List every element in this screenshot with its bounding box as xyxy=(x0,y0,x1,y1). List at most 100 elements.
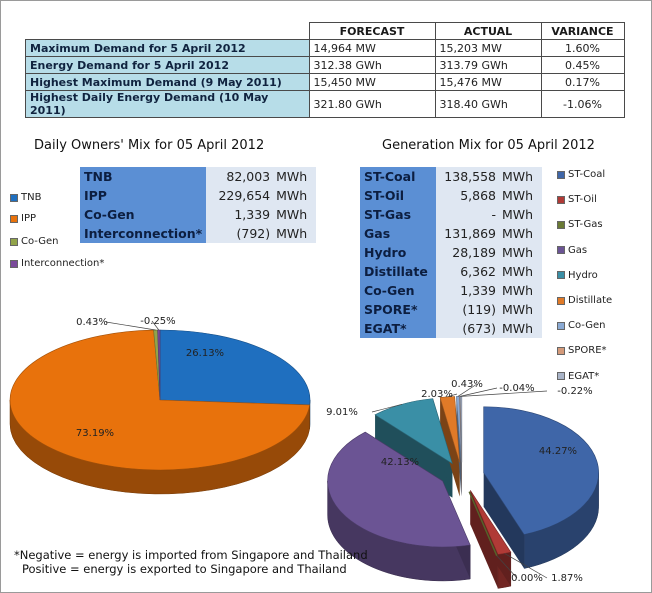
pie-wall-co-gen xyxy=(456,396,462,497)
legend-label: SPORE* xyxy=(568,345,607,357)
pie-slice-tnb xyxy=(159,329,311,406)
legend-item-distillate: Distillate xyxy=(557,295,612,306)
row-forecast: 14,964 MW xyxy=(308,39,436,57)
row-actual: 318.40 GWh xyxy=(434,90,542,118)
pie-slice-co-gen xyxy=(456,396,462,463)
pie-label-hydro: 9.01% xyxy=(326,407,358,418)
table-row: Energy Demand for 5 April 2012 312.38 GW… xyxy=(25,56,625,74)
table-row: SPORE* (119) MWh xyxy=(360,300,542,319)
table-row: ST-Coal 138,558 MWh xyxy=(360,167,542,186)
summary-header-actual: ACTUAL xyxy=(434,22,542,40)
mix-unit: MWh xyxy=(500,205,542,224)
mix-value: 138,558 xyxy=(436,167,500,186)
table-row: ST-Oil 5,868 MWh xyxy=(360,186,542,205)
mix-name: SPORE* xyxy=(360,300,436,319)
pie-leader-line xyxy=(504,553,548,579)
row-variance: 1.60% xyxy=(540,39,625,57)
pie-wall-distillate xyxy=(440,397,460,497)
pie-label-st-oil: 1.87% xyxy=(551,573,583,584)
mix-unit: MWh xyxy=(500,167,542,186)
pie-leader-line xyxy=(151,320,160,331)
pie-label-co-gen: 0.43% xyxy=(76,317,108,328)
legend-label: ST-Gas xyxy=(568,219,603,231)
legend-swatch xyxy=(10,259,18,268)
row-variance: -1.06% xyxy=(540,90,625,118)
mix-value: 1,339 xyxy=(436,281,500,300)
legend-label: ST-Oil xyxy=(568,194,597,206)
mix-value: 1,339 xyxy=(206,205,275,224)
table-row: Distillate 6,362 MWh xyxy=(360,262,542,281)
pie-label-egat-: -0.22% xyxy=(557,386,592,397)
pie-wall-st-oil xyxy=(470,490,498,589)
table-row: Highest Maximum Demand (9 May 2011) 15,4… xyxy=(25,73,625,91)
mix-value: (119) xyxy=(436,300,500,319)
row-actual: 15,203 MW xyxy=(434,39,542,57)
legend-item-gas: Gas xyxy=(557,245,587,256)
table-row: Gas 131,869 MWh xyxy=(360,224,542,243)
pie-leader-line xyxy=(457,383,478,397)
table-row: ST-Gas - MWh xyxy=(360,205,542,224)
legend-swatch xyxy=(10,193,18,202)
pie-label-st-coal: 44.27% xyxy=(539,446,577,457)
table-row: Co-Gen 1,339 MWh xyxy=(80,205,317,224)
legend-swatch xyxy=(10,237,18,246)
legend-item-st-coal: ST-Coal xyxy=(557,169,605,180)
pie-slice-st-oil xyxy=(470,490,512,555)
footnote-negative: *Negative = energy is imported from Sing… xyxy=(14,548,368,562)
mix-value: 131,869 xyxy=(436,224,500,243)
legend-swatch xyxy=(557,271,565,280)
pie-slice-ipp xyxy=(9,329,310,471)
legend-swatch xyxy=(10,214,18,223)
legend-swatch xyxy=(557,246,565,255)
mix-name: ST-Gas xyxy=(360,205,436,224)
summary-header-row: FORECAST ACTUAL VARIANCE xyxy=(25,22,625,40)
mix-name: Co-Gen xyxy=(80,205,207,224)
mix-unit: MWh xyxy=(500,319,542,338)
mix-value: - xyxy=(436,205,500,224)
mix-name: ST-Oil xyxy=(360,186,436,205)
legend-label: Co-Gen xyxy=(21,236,59,247)
table-row: Interconnection* (792) MWh xyxy=(80,224,317,243)
mix-name: Hydro xyxy=(360,243,436,262)
mix-value: 82,003 xyxy=(206,167,275,186)
row-actual: 313.79 GWh xyxy=(434,56,542,74)
pie-label-tnb: 26.13% xyxy=(186,348,224,359)
mix-unit: MWh xyxy=(500,281,542,300)
legend-item-tnb: TNB xyxy=(10,192,41,203)
pie-leader-line xyxy=(496,555,518,579)
summary-header-blank xyxy=(25,22,309,40)
mix-unit: MWh xyxy=(500,262,542,281)
mix-unit: MWh xyxy=(500,243,542,262)
legend-label: Co-Gen xyxy=(568,320,606,332)
pie-label-co-gen: 0.43% xyxy=(451,379,483,390)
legend-label: IPP xyxy=(21,213,37,224)
mix-value: 28,189 xyxy=(436,243,500,262)
pie-slice-hydro xyxy=(374,398,453,465)
legend-label: Gas xyxy=(568,244,588,256)
mix-value: (792) xyxy=(206,224,275,243)
legend-label: Hydro xyxy=(568,269,598,281)
table-row: IPP 229,654 MWh xyxy=(80,186,317,205)
row-actual: 15,476 MW xyxy=(434,73,542,91)
pie-leader-line xyxy=(447,393,458,398)
legend-item-cogen: Co-Gen xyxy=(10,236,59,247)
pie-label-gas: 42.13% xyxy=(381,457,419,468)
legend-item-egat: EGAT* xyxy=(557,371,599,382)
legend-swatch xyxy=(557,321,565,330)
mix-unit: MWh xyxy=(500,186,542,205)
table-row: Co-Gen 1,339 MWh xyxy=(360,281,542,300)
mix-unit: MWh xyxy=(500,300,542,319)
pie-label-spore-: -0.04% xyxy=(499,383,534,394)
mix-value: 6,362 xyxy=(436,262,500,281)
legend-label: Interconnection* xyxy=(21,258,105,269)
pie-slice-st-coal xyxy=(483,406,599,535)
row-label: Highest Daily Energy Demand (10 May 2011… xyxy=(25,90,310,118)
legend-item-st-gas: ST-Gas xyxy=(557,219,603,230)
pie-slice-gas xyxy=(327,431,471,548)
legend-label: TNB xyxy=(21,192,42,203)
legend-swatch xyxy=(557,220,565,229)
mix-name: Co-Gen xyxy=(360,281,436,300)
mix-unit: MWh xyxy=(500,224,542,243)
table-row: Highest Daily Energy Demand (10 May 2011… xyxy=(25,90,625,118)
